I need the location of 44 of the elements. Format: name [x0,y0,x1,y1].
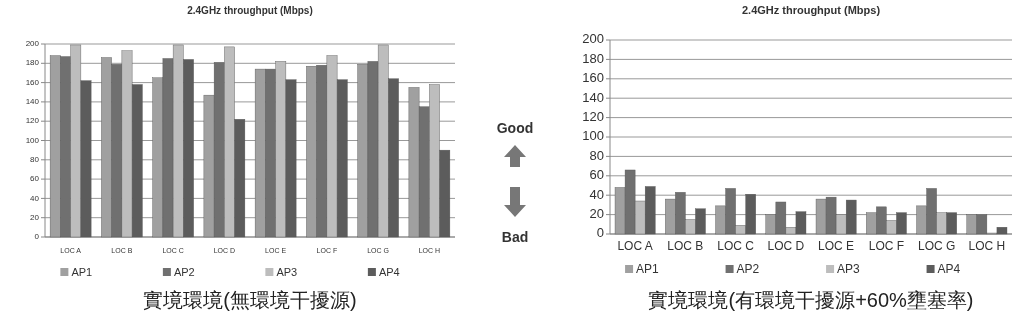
y-tick-label: 120 [25,116,40,126]
y-tick-label: 160 [582,70,604,86]
chart-title: 2.4GHz throughput (Mbps) [187,5,313,16]
chart-title: 2.4GHz throughput (Mbps) [741,4,881,16]
x-tick-label: LOC A [617,239,653,253]
y-tick-label: 20 [30,212,40,222]
y-tick-label: 60 [30,174,40,184]
x-tick-label: LOC G [917,239,956,253]
x-tick-label: LOC C [717,239,755,253]
y-tick-label: 0 [596,225,604,241]
y-tick-label: 180 [25,58,40,68]
legend-label: AP1 [71,265,93,278]
y-tick-label: 40 [30,193,40,203]
y-tick-label: 200 [25,39,40,49]
y-tick-label: 80 [589,147,604,163]
x-tick-label: LOC F [868,239,905,253]
x-tick-label: LOC H [968,239,1006,253]
y-tick-label: 200 [582,31,604,47]
y-tick-label: 60 [589,167,604,183]
text: 實境環境(有環境干擾源+60%壅塞率) [648,289,974,311]
legend-label: AP4 [937,262,961,277]
text: Good [496,120,534,136]
x-tick-label: LOC D [767,239,805,253]
legend-label: AP1 [636,262,660,277]
y-tick-label: 80 [30,154,40,164]
legend-label: AP2 [736,262,760,277]
y-tick-label: 160 [25,77,40,87]
y-tick-label: 140 [25,97,40,107]
y-tick-label: 100 [25,135,40,145]
text: Bad [501,229,529,245]
y-tick-label: 0 [34,232,40,242]
legend-label: AP3 [276,265,298,278]
y-tick-label: 120 [582,109,604,125]
legend-label: AP2 [173,265,195,278]
x-tick-label: LOC B [667,239,704,253]
text: 實境環境(無環境干擾源) [143,289,357,311]
y-tick-label: 140 [582,89,604,105]
y-tick-label: 20 [589,206,604,222]
legend-label: AP3 [837,262,861,277]
y-tick-label: 40 [589,186,604,202]
y-tick-label: 180 [582,50,604,66]
legend-label: AP4 [378,265,400,278]
x-tick-label: LOC E [818,239,855,253]
y-tick-label: 100 [582,128,604,144]
